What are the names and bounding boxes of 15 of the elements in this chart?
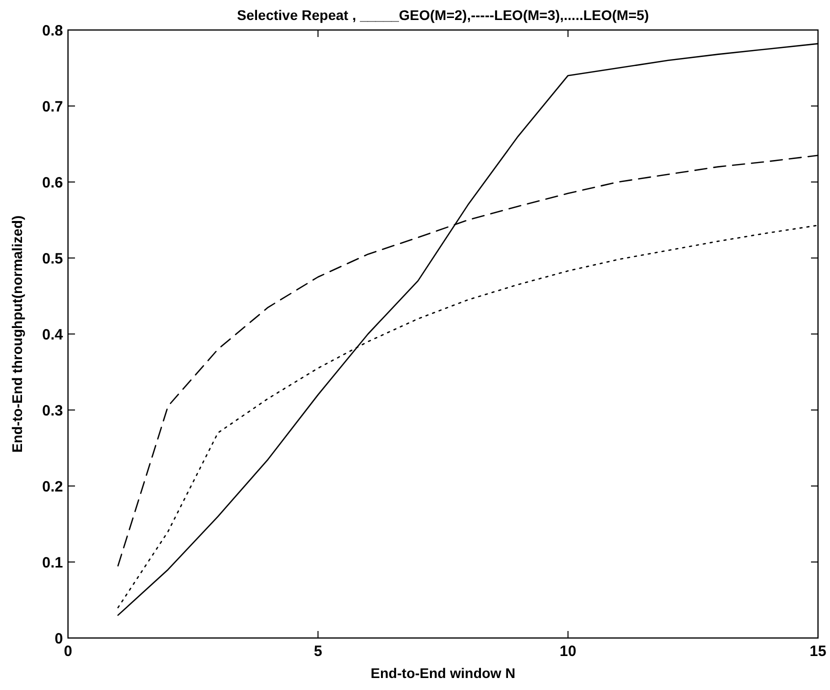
- x-tick-label: 15: [810, 643, 826, 660]
- y-tick-label: 0: [54, 630, 63, 648]
- y-tick-label: 0.5: [42, 250, 63, 268]
- y-tick-label: 0.7: [42, 98, 63, 116]
- x-tick-label: 5: [314, 643, 322, 660]
- x-axis-title: End-to-End window N: [370, 665, 516, 681]
- y-tick-label: 0.2: [42, 478, 63, 496]
- y-tick-label: 0.3: [42, 402, 63, 420]
- chart-title: Selective Repeat , _____GEO(M=2),-----LEO(M=3),.....LEO(M=5): [237, 7, 649, 23]
- y-tick-label: 0.1: [42, 554, 63, 572]
- y-tick-label: 0.8: [42, 22, 63, 40]
- x-tick-label: 10: [560, 643, 576, 660]
- y-tick-label: 0.6: [42, 174, 63, 192]
- y-axis-title: End-to-End throughput(normalized): [9, 215, 25, 453]
- y-tick-label: 0.4: [42, 326, 64, 344]
